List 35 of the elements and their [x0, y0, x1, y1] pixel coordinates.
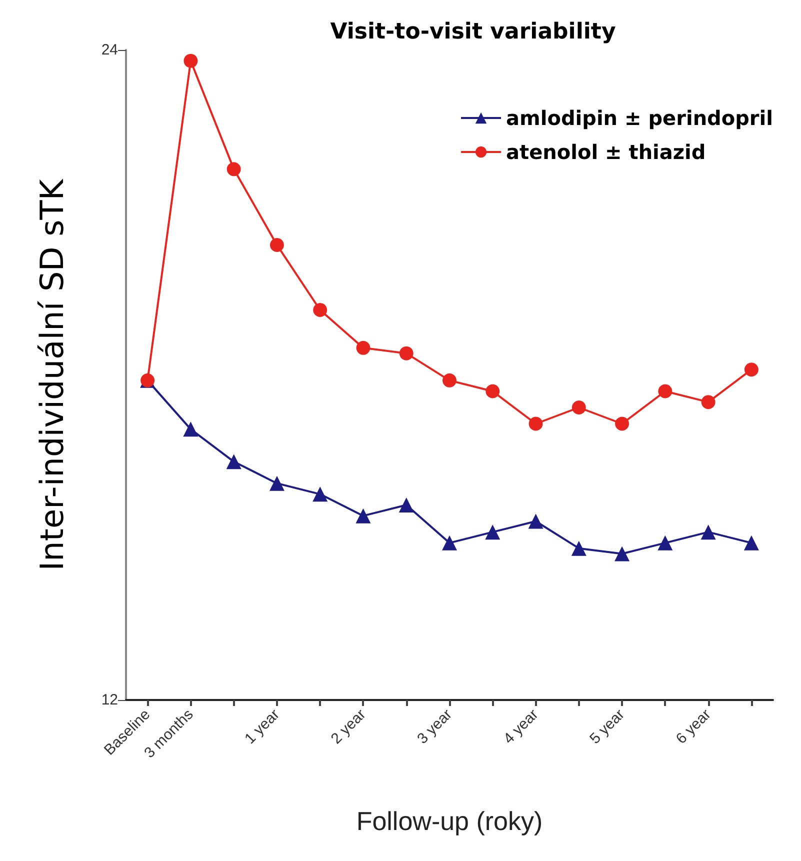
point	[226, 162, 241, 176]
legend-label: atenolol ± thiazid	[506, 140, 706, 164]
y-tick-label: 24	[101, 42, 118, 58]
chart-title: Visit-to-visit variability	[330, 20, 616, 44]
point	[226, 454, 242, 470]
point	[356, 508, 371, 524]
y-tick-label: 12	[101, 692, 118, 708]
point	[312, 486, 328, 502]
point	[485, 524, 500, 540]
point	[528, 514, 544, 529]
point	[528, 416, 543, 431]
point	[614, 546, 630, 562]
point	[572, 400, 586, 414]
point	[269, 476, 284, 491]
point	[356, 340, 370, 355]
point	[744, 535, 759, 550]
point	[486, 384, 500, 398]
point	[183, 422, 198, 437]
point	[184, 54, 198, 68]
point	[701, 395, 716, 410]
point	[615, 416, 630, 431]
point	[571, 540, 586, 556]
point	[658, 535, 673, 550]
point	[399, 346, 414, 360]
point	[270, 238, 284, 252]
point	[442, 373, 456, 388]
point	[658, 384, 672, 398]
point	[744, 362, 758, 377]
point	[700, 524, 716, 540]
y-axis-title: Inter-individuální SD sTK	[33, 178, 71, 571]
point	[313, 303, 328, 317]
point	[442, 535, 457, 550]
x-axis-title: Follow-up (roky)	[356, 806, 543, 836]
legend-label: amlodipin ± perindopril	[506, 106, 773, 130]
point	[398, 498, 414, 512]
